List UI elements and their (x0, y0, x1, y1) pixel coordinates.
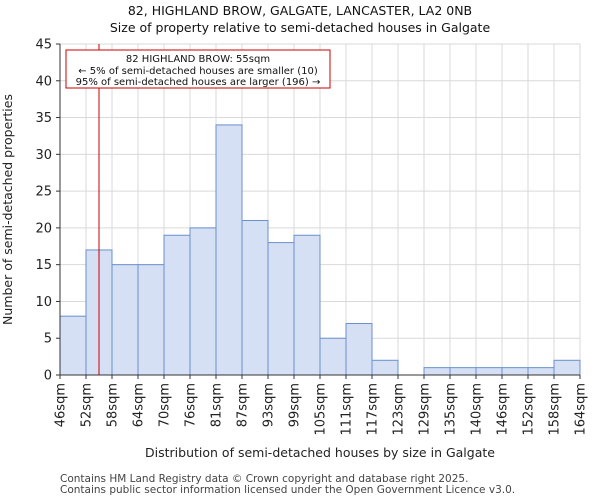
bar-135sqm (449, 367, 477, 376)
bar-158sqm (553, 359, 581, 376)
bar-111sqm (345, 323, 373, 376)
annotation-box: 82 HIGHLAND BROW: 55sqm ← 5% of semi-det… (65, 49, 331, 89)
y-tick-label: 30 (35, 148, 52, 163)
x-tick-label: 93sqm (262, 383, 277, 427)
x-tick-label: 76sqm (184, 383, 199, 427)
bars (59, 124, 581, 376)
x-tick-label: 152sqm (522, 383, 537, 436)
bar-76sqm (189, 227, 217, 376)
x-axis-label: Distribution of semi-detached houses by … (145, 445, 495, 460)
bar-93sqm (267, 242, 295, 376)
chart-title-address: 82, HIGHLAND BROW, GALGATE, LANCASTER, L… (127, 3, 473, 18)
x-tick-label: 129sqm (418, 383, 433, 436)
bar-117sqm (371, 359, 399, 376)
y-tick-label: 25 (35, 185, 52, 200)
y-axis-label: Number of semi-detached properties (0, 94, 15, 325)
y-tick-label: 20 (35, 221, 52, 236)
bar-146sqm (501, 367, 529, 376)
annotation-line-2: ← 5% of semi-detached houses are smaller… (78, 66, 318, 77)
bar-99sqm (293, 234, 321, 376)
y-tick-label: 5 (44, 332, 52, 347)
x-tick-label: 111sqm (340, 383, 355, 436)
bar-46sqm (59, 315, 87, 376)
x-tick-label: 146sqm (496, 383, 511, 436)
x-tick-label: 117sqm (366, 383, 381, 436)
bar-152sqm (527, 367, 555, 376)
x-tick-label: 58sqm (106, 383, 121, 427)
x-tick-label: 164sqm (574, 383, 589, 436)
x-tick-label: 70sqm (158, 383, 173, 427)
chart-title: Size of property relative to semi-detach… (109, 20, 491, 35)
ticks: 0 5 10 15 20 25 30 35 40 45 46sqm 52sqm 58sqm 64sqm 70… (35, 38, 588, 436)
y-tick-label: 45 (35, 38, 52, 53)
x-tick-label: 158sqm (548, 383, 563, 436)
bar-chart: 0 5 10 15 20 25 30 35 40 45 46sqm 52sqm 58sqm 64sqm 70… (0, 38, 589, 461)
x-tick-label: 81sqm (210, 383, 225, 427)
annotation-frame (65, 49, 331, 89)
bar-140sqm (475, 367, 503, 376)
x-tick-label: 105sqm (314, 383, 329, 436)
bar-87sqm (241, 220, 269, 376)
y-tick-label: 15 (35, 258, 52, 273)
y-tick-label: 0 (44, 369, 52, 384)
x-tick-label: 140sqm (470, 383, 485, 436)
bar-81sqm (215, 124, 243, 376)
x-tick-label: 87sqm (236, 383, 251, 427)
x-tick-label: 52sqm (80, 383, 95, 427)
x-tick-label: 135sqm (444, 383, 459, 436)
bar-105sqm (319, 337, 347, 376)
x-tick-label: 64sqm (132, 383, 147, 427)
annotation-line-1: 82 HIGHLAND BROW: 55sqm (126, 54, 270, 65)
y-tick-label: 35 (35, 111, 52, 126)
x-tick-label: 46sqm (54, 383, 69, 427)
x-tick-label: 99sqm (288, 383, 303, 427)
footer-copyright: Contains HM Land Registry data © Crown c… (60, 473, 469, 485)
bar-129sqm (423, 367, 451, 376)
y-tick-label: 10 (35, 295, 52, 310)
bar-70sqm (163, 234, 191, 376)
bar-58sqm (111, 264, 139, 376)
bar-64sqm (137, 264, 165, 376)
footer-licence: Contains public sector information licen… (60, 484, 516, 496)
annotation-line-3: 95% of semi-detached houses are larger (… (76, 77, 321, 88)
x-tick-label: 123sqm (392, 383, 407, 436)
y-tick-label: 40 (35, 74, 52, 89)
